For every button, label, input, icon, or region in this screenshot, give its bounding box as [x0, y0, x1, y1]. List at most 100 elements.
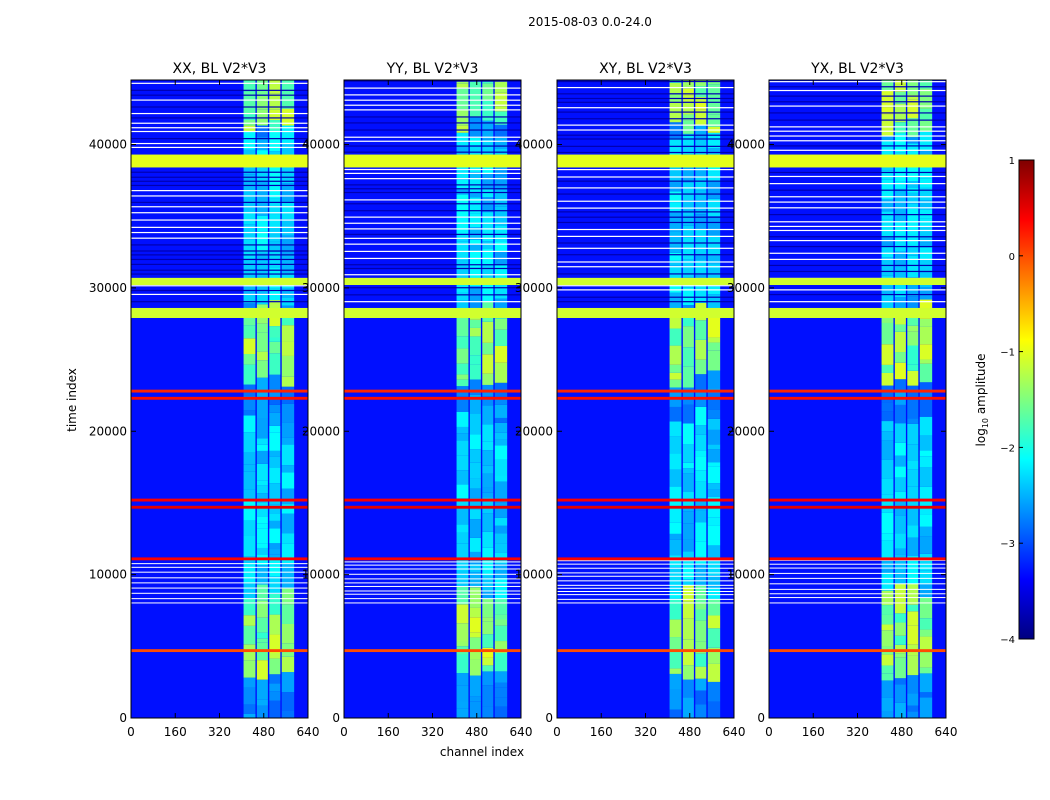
channel-band-cell	[919, 667, 933, 674]
channel-band-cell	[669, 539, 682, 556]
channel-band-cell	[494, 687, 508, 698]
channel-band-cell	[669, 297, 682, 309]
channel-band-cell	[269, 80, 281, 94]
channel-band-cell	[682, 679, 694, 698]
channel-band-cell	[256, 493, 268, 503]
flagged-time-band	[557, 649, 734, 653]
time-stripe	[557, 97, 734, 100]
time-stripe	[344, 191, 521, 194]
channel-band-cell	[482, 424, 494, 442]
channel-band-cell	[682, 88, 694, 96]
flagged-time-band	[557, 277, 734, 286]
panel-title: YX, BL V2*V3	[810, 61, 904, 77]
channel-band-cell	[695, 374, 707, 393]
time-stripe	[557, 560, 734, 562]
time-stripe	[344, 561, 521, 563]
colorbar-label: log10 amplitude	[974, 354, 990, 447]
time-stripe	[557, 200, 734, 202]
time-stripe	[344, 129, 521, 131]
flagged-time-band	[344, 396, 521, 400]
channel-band-cell	[682, 313, 694, 327]
time-stripe	[557, 580, 734, 582]
time-stripe	[769, 189, 946, 191]
channel-band-cell	[907, 604, 919, 612]
channel-band-cell	[919, 363, 933, 383]
y-axis-label: time index	[65, 368, 79, 432]
time-stripe	[344, 274, 521, 276]
channel-band-cell	[269, 554, 281, 560]
channel-band-cell	[881, 257, 894, 276]
flagged-time-band	[557, 389, 734, 393]
time-stripe	[769, 245, 946, 248]
time-stripe	[769, 201, 946, 203]
channel-band-cell	[494, 124, 508, 138]
channel-band-cell	[482, 450, 494, 466]
channel-band-cell	[494, 502, 508, 518]
channel-band-cell	[494, 283, 508, 299]
channel-band-cell	[256, 260, 268, 277]
flagged-time-band	[344, 557, 521, 561]
channel-band-cell	[894, 477, 906, 492]
channel-band-cell	[269, 109, 281, 121]
channel-band-cell	[469, 563, 481, 573]
flagged-time-band	[344, 154, 521, 168]
channel-band-cell	[456, 470, 469, 485]
channel-band-cell	[695, 609, 707, 621]
channel-band-cell	[682, 444, 694, 463]
time-stripe	[557, 211, 734, 213]
channel-band-cell	[456, 146, 469, 160]
channel-band-cell	[456, 348, 469, 364]
channel-band-cell	[243, 660, 256, 678]
x-tick-label: 480	[678, 725, 701, 739]
channel-band-cell	[907, 192, 919, 204]
channel-band-cell	[256, 528, 268, 544]
time-stripe	[344, 116, 521, 118]
channel-band-cell	[243, 562, 256, 583]
channel-band-cell	[281, 355, 295, 377]
channel-band-cell	[894, 554, 906, 573]
channel-band-cell	[707, 418, 721, 430]
channel-band-cell	[707, 182, 721, 199]
channel-band-cell	[243, 452, 256, 465]
channel-band-cell	[482, 83, 494, 101]
time-stripe	[769, 175, 946, 178]
channel-band-cell	[881, 440, 894, 460]
channel-band-cell	[907, 181, 919, 189]
channel-band-cell	[243, 131, 256, 150]
channel-band-cell	[695, 109, 707, 126]
channel-band-cell	[881, 315, 894, 323]
channel-band-cell	[456, 260, 469, 279]
channel-band-cell	[482, 280, 494, 302]
time-stripe	[769, 583, 946, 585]
channel-band-cell	[482, 564, 494, 570]
time-stripe	[769, 293, 946, 296]
channel-band-cell	[919, 597, 933, 619]
channel-band-cell	[243, 415, 256, 433]
channel-band-cell	[894, 379, 906, 391]
channel-band-cell	[907, 296, 919, 313]
channel-band-cell	[707, 489, 721, 497]
channel-band-cell	[695, 510, 707, 523]
channel-band-cell	[682, 618, 694, 640]
channel-band-cell	[881, 673, 894, 681]
flagged-time-band	[131, 505, 308, 509]
y-tick-label: 40000	[727, 138, 765, 152]
channel-band-cell	[281, 183, 295, 202]
time-stripe	[557, 254, 734, 256]
channel-band-cell	[669, 573, 682, 593]
time-stripe	[131, 269, 308, 271]
channel-band-cell	[456, 604, 469, 624]
channel-band-cell	[256, 377, 268, 400]
channel-band-cell	[894, 702, 906, 718]
time-stripe	[131, 263, 308, 265]
channel-band-cell	[919, 359, 933, 364]
channel-band-cell	[669, 372, 682, 380]
channel-band-cell	[269, 412, 281, 426]
channel-band-cell	[456, 708, 469, 718]
time-stripe	[131, 563, 308, 565]
channel-band-cell	[669, 182, 682, 192]
channel-band-cell	[281, 386, 295, 404]
channel-band-cell	[281, 692, 295, 711]
time-stripe	[557, 242, 734, 244]
channel-band-cell	[281, 465, 295, 473]
